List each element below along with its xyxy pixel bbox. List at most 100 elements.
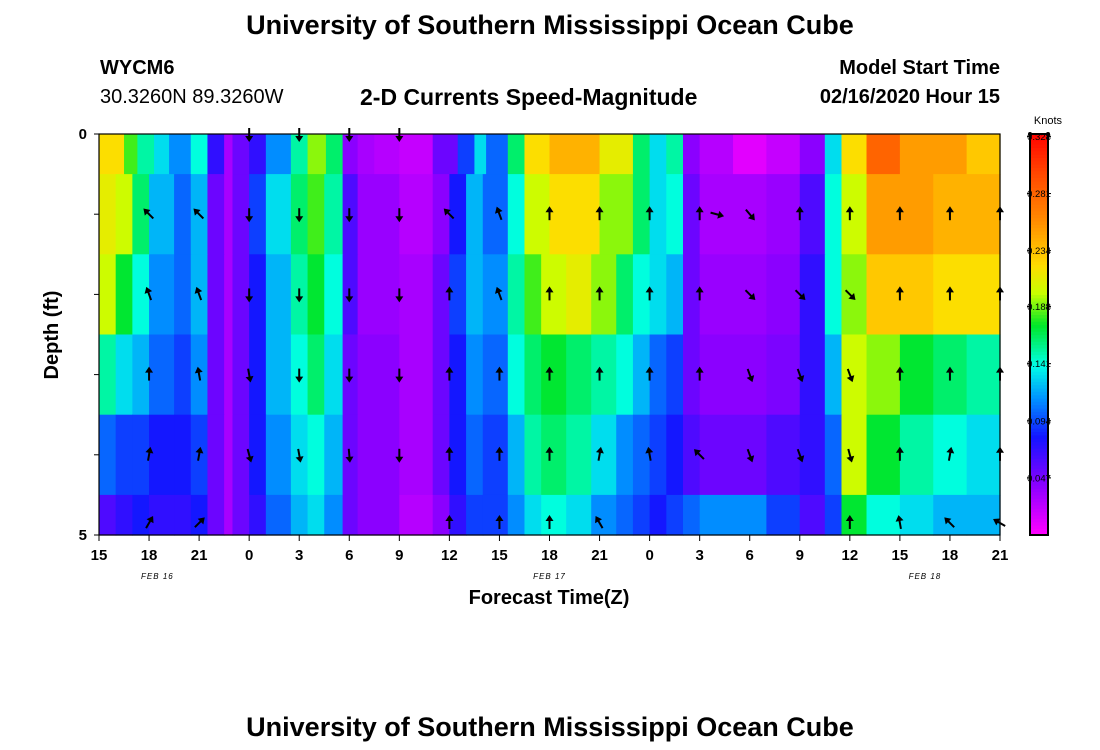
colorbar-swatch	[1030, 274, 1048, 279]
colorbar-swatch	[1030, 518, 1048, 523]
heatmap-cells	[99, 134, 1001, 536]
colorbar-swatch	[1030, 408, 1048, 412]
colorbar-swatch	[1030, 444, 1048, 449]
colorbar-swatch	[1030, 401, 1048, 406]
heatmap-cell-3-9	[249, 334, 267, 416]
colorbar-swatch	[1030, 448, 1048, 453]
current-arrow-1-0	[143, 208, 155, 220]
heatmap-cell-1-18	[449, 174, 467, 255]
current-arrow-2-7	[495, 286, 503, 301]
heatmap-cell-4-10	[265, 414, 292, 496]
bottom-title: University of Southern Mississippi Ocean…	[246, 712, 854, 742]
heatmap-cell-0-14	[342, 134, 359, 175]
colorbar-tick-label: 0.328	[1027, 132, 1051, 143]
heatmap-cell-0-2	[137, 134, 155, 175]
heatmap-cell-3-36	[866, 334, 901, 416]
heatmap-cell-2-10	[265, 254, 292, 336]
heatmap-cell-4-30	[682, 414, 701, 496]
heatmap-cell-3-20	[482, 334, 509, 416]
heatmap-cell-2-37	[933, 254, 1001, 336]
colorbar-swatch	[1030, 207, 1048, 212]
colorbar-swatch	[1030, 147, 1048, 152]
x-tick-label: 21	[992, 547, 1009, 564]
colorbar-swatch	[1030, 508, 1048, 513]
x-axis-label: Forecast Time(Z)	[469, 587, 630, 609]
colorbar-swatch	[1030, 210, 1048, 215]
heatmap-cell-0-9	[249, 134, 267, 175]
heatmap-cell-1-9	[249, 174, 267, 255]
colorbar-swatch	[1030, 137, 1048, 142]
heatmap-cell-5-29	[666, 494, 684, 536]
current-arrow-1-9	[595, 206, 604, 221]
current-arrow-3-3	[295, 368, 304, 383]
heatmap-cell-4-18	[449, 414, 467, 496]
heatmap-cell-5-23	[541, 494, 567, 536]
heatmap-cell-0-21	[486, 134, 509, 175]
current-arrow-5-1	[194, 517, 205, 528]
current-arrow-2-5	[395, 288, 404, 303]
heatmap-cell-5-19	[466, 494, 484, 536]
heatmap-cell-1-28	[682, 174, 701, 255]
heatmap-cell-5-6	[207, 494, 225, 536]
heatmap-cell-0-38	[966, 134, 1001, 175]
heatmap-cell-1-17	[432, 174, 450, 255]
heatmap-cell-0-6	[207, 134, 225, 175]
colorbar-swatch	[1030, 291, 1048, 295]
top-title: University of Southern Mississippi Ocean…	[246, 10, 854, 40]
current-arrow-5-2	[445, 514, 454, 529]
model-start-label: Model Start Time	[839, 57, 1000, 79]
colorbar-swatch	[1030, 481, 1048, 486]
heatmap-cell-2-12	[307, 254, 325, 336]
current-arrow-4-6	[445, 446, 454, 461]
colorbar-swatch	[1030, 377, 1048, 382]
current-arrow-3-10	[645, 366, 654, 381]
heatmap-cell-2-21	[507, 254, 526, 336]
heatmap-cell-5-14	[342, 494, 359, 536]
heatmap-cell-4-24	[566, 414, 592, 496]
heatmap-cell-0-30	[699, 134, 734, 175]
x-tick-label: 15	[491, 547, 508, 564]
heatmap-cell-1-29	[699, 174, 768, 255]
colorbar-swatch	[1030, 367, 1048, 372]
current-arrow-5-8	[944, 517, 955, 528]
colorbar-tick-label: 0.281	[1027, 189, 1051, 200]
current-arrow-1-14	[795, 206, 804, 221]
heatmap-cell-3-0	[99, 334, 117, 416]
heatmap-cell-5-38	[933, 494, 968, 536]
colorbar-swatch	[1030, 461, 1048, 466]
colorbar-swatch	[1030, 260, 1048, 265]
heatmap-cell-5-3	[149, 494, 175, 536]
colorbar: 0.328 0.281 0.234 0.188 0.141 0.094 0.047	[1027, 132, 1051, 536]
heatmap-cell-1-24	[599, 174, 634, 255]
heatmap-cell-2-0	[99, 254, 117, 336]
heatmap-cell-2-15	[357, 254, 400, 336]
colorbar-swatch	[1030, 474, 1048, 479]
station-coordinates: 30.3260N 89.3260W	[100, 86, 284, 108]
heatmap-cell-0-27	[649, 134, 667, 175]
colorbar-swatch	[1030, 311, 1048, 316]
heatmap-cell-1-3	[149, 174, 175, 255]
heatmap-cell-1-16	[399, 174, 434, 255]
colorbar-swatch	[1030, 354, 1048, 359]
heatmap-cell-0-11	[290, 134, 309, 175]
colorbar-swatch	[1030, 197, 1048, 202]
heatmap-cell-2-29	[666, 254, 684, 336]
x-tick-label: 3	[695, 547, 703, 564]
heatmap-cell-5-26	[616, 494, 634, 536]
heatmap-cell-5-10	[265, 494, 292, 536]
colorbar-swatch	[1030, 200, 1048, 205]
colorbar-swatch	[1030, 304, 1048, 309]
colorbar-swatch	[1030, 154, 1048, 158]
heatmap-cell-3-1	[115, 334, 133, 416]
heatmap-cell-3-19	[466, 334, 484, 416]
heatmap-cell-0-4	[169, 134, 192, 175]
heatmap-cell-2-30	[682, 254, 701, 336]
heatmap-cell-5-24	[566, 494, 592, 536]
colorbar-swatch	[1030, 331, 1048, 336]
colorbar-swatch	[1030, 327, 1048, 332]
current-arrow-2-12	[744, 289, 756, 301]
heatmap-cell-3-21	[507, 334, 526, 416]
heatmap-cell-1-4	[174, 174, 192, 255]
heatmap-cell-4-16	[399, 414, 434, 496]
heatmap-cell-3-22	[524, 334, 542, 416]
